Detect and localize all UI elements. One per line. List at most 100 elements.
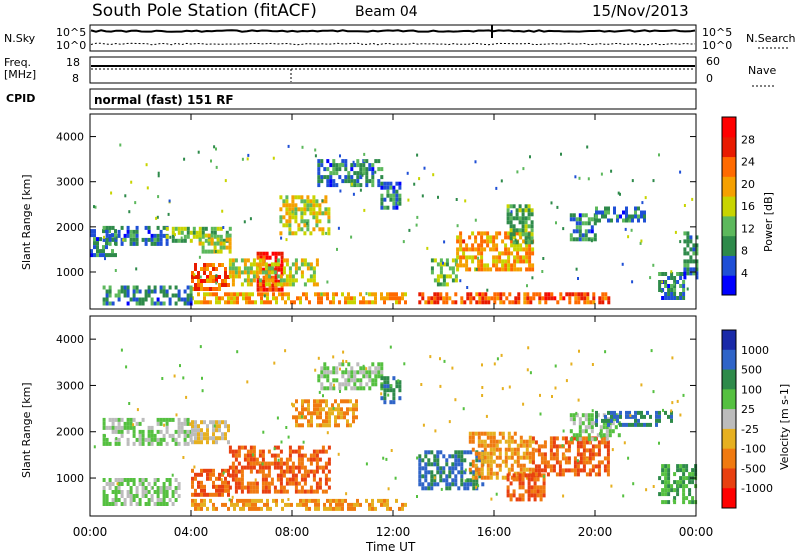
heatmap-cell-1505 [673,472,677,477]
heatmap-cell-1318 [591,464,595,469]
heatmap-cell-1380 [587,437,591,442]
heatmap-cell-186 [194,492,197,497]
heatmap-cell-1397 [602,433,606,438]
heatmap-cell-655 [318,211,322,216]
heatmap-cell-1745 [589,441,592,444]
heatmap-cell-805 [383,388,387,393]
heatmap-cell-311 [280,287,284,292]
heatmap-cell-1635 [156,486,160,490]
heatmap-cell-1328 [597,452,601,457]
heatmap-cell-921 [498,231,502,236]
heatmap-cell-307 [280,263,284,268]
heatmap-cell-540 [284,502,287,507]
heatmap-cell-441 [194,300,197,305]
heatmap-cell-1365 [578,429,582,434]
heatmap-cell-593 [371,506,374,511]
heatmap-cell-1169 [533,489,537,494]
heatmap-cell-594 [374,506,377,511]
heatmap-cell-1619 [144,486,148,490]
heatmap-cell-993 [528,247,532,252]
heatmap-cell-610 [297,195,301,200]
heatmap-cell-1688 [231,495,234,499]
heatmap-cell-1475 [670,418,673,423]
heatmap-cell-406 [294,481,298,486]
heatmap-cell-1547 [691,500,695,505]
heatmap-cell-1122 [610,218,613,223]
heatmap-cell-1490 [664,484,668,489]
heatmap-cell-227 [212,267,215,271]
heatmap-cell-931 [504,231,508,236]
heatmap-cell-814 [389,388,393,393]
heatmap-cell-458 [221,296,224,301]
heatmap-cell-1384 [126,301,130,306]
heatmap-cell-1703 [496,357,499,361]
heatmap-cell-576 [279,231,283,236]
heatmap-cell-98 [162,225,166,230]
heatmap-cell-916 [460,454,464,459]
heatmap-cell-338 [243,278,247,283]
heatmap-cell-1474 [670,414,673,419]
heatmap-cell-1170 [445,300,449,305]
heatmap-cell-965 [516,247,520,252]
heatmap-cell-1656 [168,482,172,486]
heatmap-cell-1354 [695,251,699,256]
heatmap-cell-492 [200,502,203,507]
heatmap-cell-244 [224,275,227,279]
heatmap-cell-17 [114,425,118,430]
heatmap-cell-1065 [510,439,514,444]
heatmap-cell-1504 [670,488,674,493]
heatmap-cell-289 [246,485,250,490]
heatmap-cell-1462 [408,228,411,232]
heatmap-cell-1647 [162,494,166,498]
heatmap-cell-451 [315,449,319,454]
heatmap-cell-498 [212,502,215,507]
heatmap-cell-1691 [629,414,632,417]
heatmap-cell-433 [312,270,316,275]
heatmap-cell-1406 [608,425,612,430]
heatmap-cell-424 [303,282,307,287]
heatmap-cell-1269 [573,456,577,461]
heatmap-cell-1097 [587,229,591,234]
heatmap-cell-1484 [661,500,665,505]
heatmap-cell-378 [267,282,271,287]
heatmap-cell-1102 [525,439,529,444]
heatmap-cell-1634 [156,478,160,482]
heatmap-cell-1567 [108,502,112,506]
velocity-colorbar-tick-3: 25 [741,403,755,416]
heatmap-cell-532 [344,296,347,301]
velocity-colorbar-swatch-5 [722,428,736,450]
heatmap-cell-893 [483,247,487,252]
heatmap-cell-865 [471,243,475,248]
velocity-heatmap-cells [93,345,698,511]
heatmap-cell-91 [156,233,160,238]
heatmap-cell-1226 [532,296,536,301]
heatmap-cell-1374 [584,429,588,434]
heatmap-cell-125 [191,432,194,437]
heatmap-cell-138 [200,420,203,425]
heatmap-cell-994 [483,439,487,444]
heatmap-cell-1789 [345,360,348,363]
heatmap-cell-780 [389,181,393,186]
heatmap-cell-1489 [351,182,353,186]
heatmap-cell-786 [392,193,396,198]
heatmap-cell-711 [344,159,348,164]
heatmap-cell-1167 [533,481,537,486]
heatmap-cell-1025 [515,216,519,221]
power-colorbar-tick-0: 28 [741,133,755,146]
heatmap-cell-1429 [610,410,613,415]
heatmap-cell-646 [312,227,316,232]
heatmap-cell-152 [219,234,223,239]
heatmap-cell-251 [231,477,235,482]
heatmap-cell-572 [338,498,341,503]
heatmap-cell-322 [261,453,265,458]
heatmap-cell-1179 [539,489,543,494]
heatmap-cell-759 [356,362,360,367]
heatmap-cell-1340 [689,247,693,252]
heatmap-cell-575 [279,219,283,224]
heatmap-cell-54 [117,229,121,234]
heatmap-cell-930 [501,267,505,272]
heatmap-cell-960 [468,439,472,444]
heatmap-cell-1040 [498,447,502,452]
heatmap-cell-21 [117,417,121,422]
heatmap-cell-1039 [498,439,502,444]
